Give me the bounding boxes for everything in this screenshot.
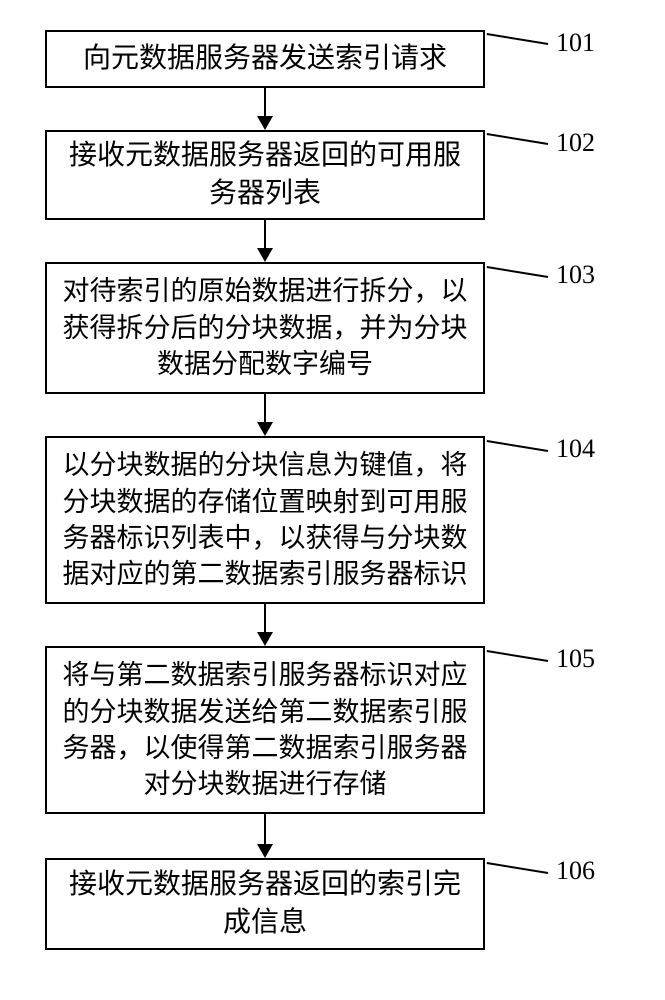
leader-line <box>487 33 548 45</box>
arrow-down-icon <box>257 116 273 130</box>
flow-step-number: 103 <box>556 260 595 290</box>
flow-step-text: 向元数据服务器发送索引请求 <box>83 40 447 78</box>
flow-step-105: 将与第二数据索引服务器标识对应的分块数据发送给第二数据索引服务器，以使得第二数据… <box>45 646 485 814</box>
leader-line <box>487 650 548 662</box>
arrow-line <box>264 88 266 117</box>
arrow-line <box>264 394 266 423</box>
flow-step-text: 以分块数据的分块信息为键值，将分块数据的存储位置映射到可用服务器标识列表中，以获… <box>57 447 473 593</box>
leader-line <box>487 862 548 874</box>
flow-step-number: 105 <box>556 644 595 674</box>
leader-line <box>487 266 548 278</box>
flow-step-103: 对待索引的原始数据进行拆分，以获得拆分后的分块数据，并为分块数据分配数字编号 <box>45 262 485 394</box>
flow-step-text: 对待索引的原始数据进行拆分，以获得拆分后的分块数据，并为分块数据分配数字编号 <box>57 273 473 382</box>
leader-line <box>487 133 548 145</box>
flow-step-text: 接收元数据服务器返回的索引完成信息 <box>57 866 473 942</box>
flow-step-106: 接收元数据服务器返回的索引完成信息 <box>45 858 485 950</box>
flow-step-101: 向元数据服务器发送索引请求 <box>45 30 485 88</box>
flow-step-text: 接收元数据服务器返回的可用服务器列表 <box>57 137 473 213</box>
flow-step-number: 102 <box>556 128 595 158</box>
arrow-line <box>264 604 266 633</box>
flow-step-number: 104 <box>556 434 595 464</box>
arrow-line <box>264 220 266 249</box>
flow-step-104: 以分块数据的分块信息为键值，将分块数据的存储位置映射到可用服务器标识列表中，以获… <box>45 436 485 604</box>
arrow-down-icon <box>257 844 273 858</box>
flowchart-container: 向元数据服务器发送索引请求 101 接收元数据服务器返回的可用服务器列表 102 对待索… <box>0 0 665 1000</box>
leader-line <box>487 440 548 452</box>
flow-step-number: 101 <box>556 28 595 58</box>
flow-step-number: 106 <box>556 856 595 886</box>
arrow-down-icon <box>257 632 273 646</box>
flow-step-text: 将与第二数据索引服务器标识对应的分块数据发送给第二数据索引服务器，以使得第二数据… <box>57 657 473 803</box>
arrow-down-icon <box>257 248 273 262</box>
arrow-line <box>264 814 266 845</box>
arrow-down-icon <box>257 422 273 436</box>
flow-step-102: 接收元数据服务器返回的可用服务器列表 <box>45 130 485 220</box>
